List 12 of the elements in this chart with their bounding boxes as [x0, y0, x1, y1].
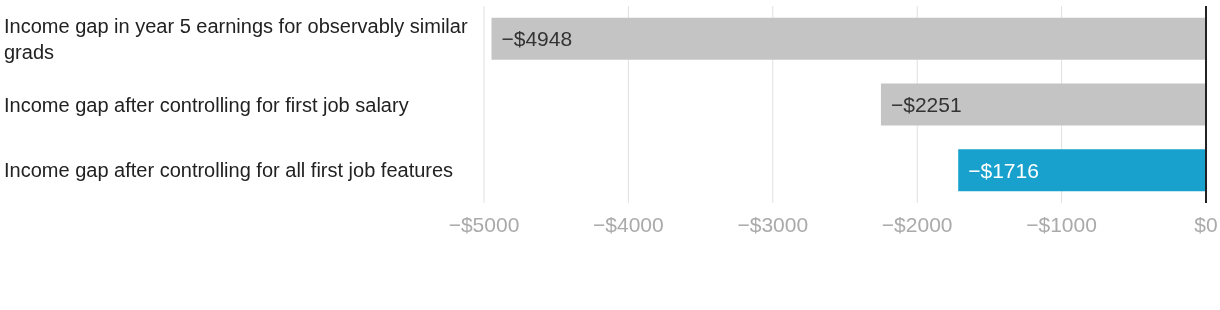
- y-tick-label: Income gap after controlling for all first job features: [4, 158, 454, 184]
- x-tick-label: −$1000: [1026, 212, 1097, 236]
- y-tick-label: Income gap in year 5 earnings for observably similar grads: [4, 13, 469, 65]
- y-tick-label: Income gap after controlling for first job salary: [4, 92, 409, 118]
- data-label: −$1716: [968, 158, 1039, 182]
- data-label: −$2251: [890, 92, 962, 116]
- x-tick-label: −$2000: [881, 212, 953, 236]
- x-tick-label: $0: [1194, 212, 1218, 236]
- x-tick-label: −$5000: [448, 212, 520, 236]
- data-label: −$4948: [501, 27, 573, 51]
- x-tick-label: −$3000: [737, 212, 809, 236]
- x-tick-label: −$4000: [593, 212, 664, 236]
